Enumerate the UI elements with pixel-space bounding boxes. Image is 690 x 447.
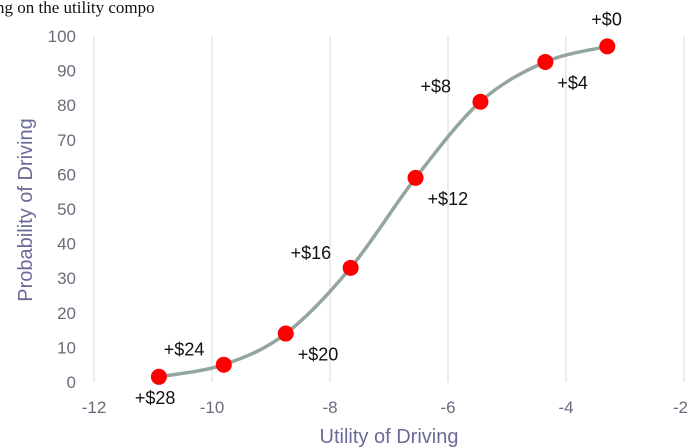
logistic-curve [158, 44, 608, 379]
y-tick-label: 60 [57, 165, 76, 184]
y-tick-label: 80 [57, 96, 76, 115]
grid-lines [93, 36, 685, 382]
y-tick-label: 70 [57, 131, 76, 150]
y-tick-label: 30 [57, 269, 76, 288]
data-point [215, 356, 232, 373]
point-label: +$12 [428, 189, 469, 209]
x-tick-label: -8 [322, 398, 337, 417]
point-label: +$20 [298, 345, 339, 365]
point-label: +$16 [291, 243, 332, 263]
data-points [150, 38, 616, 385]
data-point [599, 38, 616, 55]
point-label: +$8 [420, 77, 451, 97]
data-point [342, 259, 359, 276]
x-axis-title: Utility of Driving [320, 426, 459, 447]
point-label: +$28 [135, 388, 176, 408]
point-label: +$24 [164, 340, 205, 360]
x-tick-labels: -12 -10 -8 -6 -4 -2 [82, 398, 688, 417]
y-tick-label: 40 [57, 235, 76, 254]
data-point [277, 325, 294, 342]
data-point [150, 368, 167, 385]
point-label: +$0 [591, 9, 622, 29]
data-point [407, 169, 424, 186]
data-point [537, 53, 554, 70]
x-tick-label: -6 [440, 398, 455, 417]
y-tick-label: 0 [67, 373, 76, 392]
data-point [472, 93, 489, 110]
point-labels: +$28 +$24 +$20 +$16 +$12 +$8 +$4 +$0 [135, 9, 622, 407]
x-tick-label: -4 [558, 398, 573, 417]
y-tick-labels: 0 10 20 30 40 50 60 70 80 90 100 [48, 27, 76, 392]
y-tick-label: 10 [57, 338, 76, 357]
x-tick-label: -10 [200, 398, 225, 417]
y-tick-label: 90 [57, 62, 76, 81]
y-axis-title: Probability of Driving [15, 118, 37, 301]
x-tick-label: -2 [673, 398, 688, 417]
y-tick-label: 20 [57, 304, 76, 323]
x-tick-label: -12 [82, 398, 107, 417]
y-tick-label: 100 [48, 27, 76, 46]
point-label: +$4 [557, 73, 588, 93]
top-caption-text: ng on the utility compo [0, 0, 155, 17]
y-tick-label: 50 [57, 200, 76, 219]
